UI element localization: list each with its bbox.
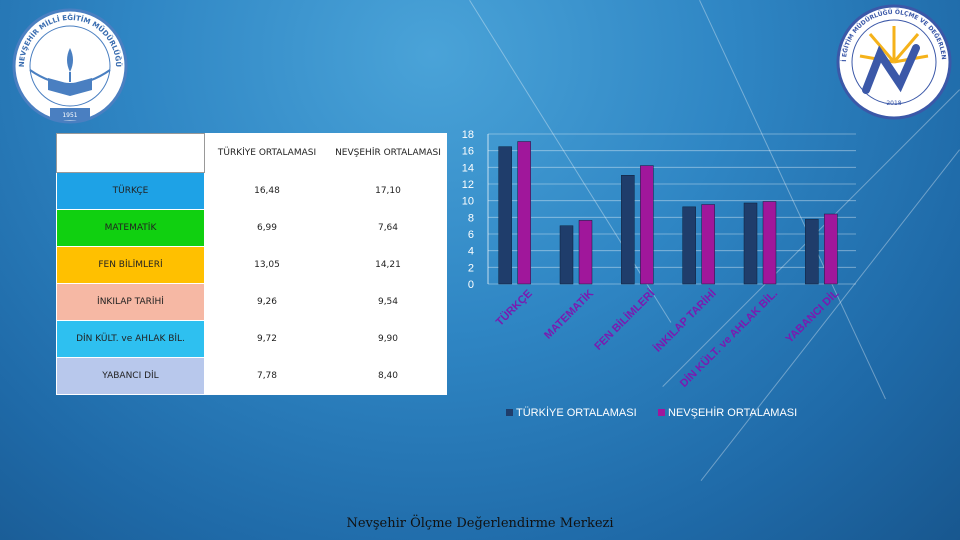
x-tick-label: DİN KÜLT. ve AHLAK BİL. <box>677 287 780 390</box>
nevsehir-value-cell: 9,54 <box>329 283 447 321</box>
x-tick-label: MATEMATİK <box>541 287 596 342</box>
footer-caption: Nevşehir Ölçme Değerlendirme Merkezi <box>346 516 614 531</box>
x-tick-label: TÜRKÇE <box>493 287 535 329</box>
x-tick-label: FEN BİLİMLERİ <box>592 287 658 353</box>
table-row: FEN BİLİMLERİ 13,05 14,21 <box>56 246 447 284</box>
turkey-value-cell: 6,99 <box>204 209 330 247</box>
y-tick-label: 6 <box>468 229 474 241</box>
legend-swatch <box>506 409 513 416</box>
bar-nevsehir <box>824 213 838 285</box>
table-row: MATEMATİK 6,99 7,64 <box>56 209 447 247</box>
y-tick-label: 10 <box>462 196 474 208</box>
bar-turkey <box>805 218 819 285</box>
subject-cell: FEN BİLİMLERİ <box>56 246 205 284</box>
y-tick-label: 4 <box>468 246 474 258</box>
measurement-center-logo: NEVŞEHİR MİLLİ EĞİTİM MÜDÜRLÜĞÜ ÖLÇME VE… <box>834 4 952 120</box>
bar-turkey <box>559 225 574 285</box>
bar-turkey <box>682 206 696 285</box>
legend-label: TÜRKİYE ORTALAMASI <box>516 406 637 419</box>
y-tick-label: 12 <box>462 179 474 191</box>
subject-cell: DİN KÜLT. ve AHLAK BİL. <box>56 320 205 358</box>
bar-nevsehir <box>701 204 715 285</box>
y-tick-label: 0 <box>468 279 474 291</box>
svg-text:1951: 1951 <box>62 112 77 119</box>
x-tick-label: İNKILAP TARİHİ <box>651 287 719 355</box>
subject-cell: YABANCI DİL <box>56 357 205 395</box>
bar-turkey <box>743 202 758 285</box>
bar-nevsehir <box>762 201 777 285</box>
nevsehir-value-cell: 7,64 <box>329 209 447 247</box>
table-row: YABANCI DİL 7,78 8,40 <box>56 357 447 395</box>
turkey-average-header: TÜRKİYE ORTALAMASI <box>204 133 330 173</box>
nevsehir-value-cell: 14,21 <box>329 246 447 284</box>
nevsehir-value-cell: 17,10 <box>329 172 447 210</box>
averages-table: TÜRKİYE ORTALAMASI NEVŞEHİR ORTALAMASI T… <box>56 133 447 395</box>
y-tick-label: 8 <box>468 212 474 224</box>
bar-nevsehir <box>578 220 593 285</box>
legend-swatch <box>658 409 665 416</box>
y-tick-label: 14 <box>462 162 474 174</box>
table-body: TÜRKÇE 16,48 17,10 MATEMATİK 6,99 7,64 FEN BİL… <box>56 172 447 395</box>
subject-cell: İNKILAP TARİHİ <box>56 283 205 321</box>
table-row: DİN KÜLT. ve AHLAK BİL. 9,72 9,90 <box>56 320 447 358</box>
turkey-value-cell: 7,78 <box>204 357 330 395</box>
x-tick-label: YABANCI DİL <box>783 287 842 346</box>
bar-nevsehir <box>640 165 654 285</box>
subject-cell: MATEMATİK <box>56 209 205 247</box>
table-row: TÜRKÇE 16,48 17,10 <box>56 172 447 210</box>
bar-turkey <box>621 175 635 285</box>
nevsehir-value-cell: 9,90 <box>329 320 447 358</box>
subject-cell: TÜRKÇE <box>56 172 205 210</box>
legend-label: NEVŞEHİR ORTALAMASI <box>668 406 797 419</box>
svg-text:2018: 2018 <box>886 100 901 107</box>
nevsehir-average-header: NEVŞEHİR ORTALAMASI <box>329 133 447 173</box>
turkey-value-cell: 9,26 <box>204 283 330 321</box>
bar-turkey <box>498 146 512 285</box>
table-row: İNKILAP TARİHİ 9,26 9,54 <box>56 283 447 321</box>
table-corner-header <box>56 133 205 173</box>
y-tick-label: 2 <box>468 262 474 274</box>
turkey-value-cell: 13,05 <box>204 246 330 284</box>
turkey-value-cell: 16,48 <box>204 172 330 210</box>
bar-nevsehir <box>517 141 531 285</box>
nevsehir-value-cell: 8,40 <box>329 357 447 395</box>
y-tick-label: 18 <box>462 129 474 141</box>
turkey-value-cell: 9,72 <box>204 320 330 358</box>
y-tick-label: 16 <box>462 146 474 158</box>
ministry-logo: NEVŞEHİR MİLLİ EĞİTİM MÜDÜRLÜĞÜ 1951 <box>12 8 128 124</box>
